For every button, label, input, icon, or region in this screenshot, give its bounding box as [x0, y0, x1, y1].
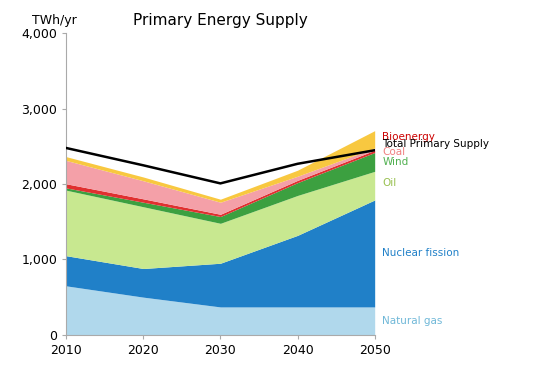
Text: Natural gas: Natural gas	[382, 316, 443, 326]
Title: Primary Energy Supply: Primary Energy Supply	[133, 13, 308, 28]
Text: Wind: Wind	[382, 157, 409, 167]
Text: Coal: Coal	[382, 147, 406, 157]
Text: Oil: Oil	[382, 179, 397, 188]
Text: Bioenergy: Bioenergy	[382, 132, 435, 142]
Text: Nuclear fission: Nuclear fission	[382, 248, 460, 259]
Text: TWh/yr: TWh/yr	[32, 15, 77, 28]
Text: Total Primary Supply: Total Primary Supply	[382, 139, 489, 149]
